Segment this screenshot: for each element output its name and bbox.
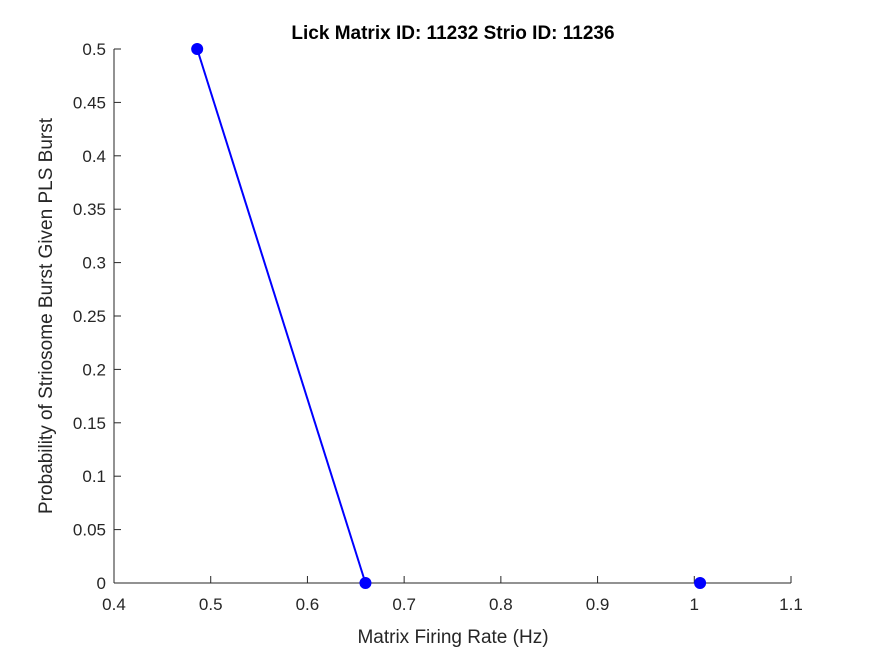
x-tick-label: 0.4 <box>102 595 126 614</box>
axes <box>113 49 791 584</box>
data-point <box>359 577 372 589</box>
series-line <box>196 48 367 584</box>
x-tick-label: 0.9 <box>586 595 610 614</box>
x-ticks: 0.4 0.5 0.6 0.7 0.8 0.9 1 1.1 <box>102 576 803 614</box>
y-tick-label: 0.35 <box>73 200 106 219</box>
x-tick-label: 0.5 <box>199 595 223 614</box>
chart-title: Lick Matrix ID: 11232 Strio ID: 11236 <box>291 23 614 44</box>
x-tick-label: 1 <box>690 595 699 614</box>
y-tick-label: 0.1 <box>82 467 106 486</box>
y-tick-label: 0.45 <box>73 93 106 112</box>
data-point <box>191 43 204 55</box>
y-axis-label: Probability of Striosome Burst Given PLS… <box>36 117 57 514</box>
y-tick-label: 0 <box>97 574 106 593</box>
x-tick-label: 1.1 <box>779 595 803 614</box>
x-axis-label: Matrix Firing Rate (Hz) <box>357 627 548 648</box>
x-tick-label: 0.6 <box>296 595 320 614</box>
y-ticks: 0 0.05 0.1 0.15 0.2 0.25 0.3 0.35 0.4 0.45 0.5 <box>73 40 121 593</box>
y-tick-label: 0.2 <box>82 360 106 379</box>
y-tick-label: 0.3 <box>82 254 106 273</box>
y-tick-label: 0.05 <box>73 521 106 540</box>
data-point <box>694 577 707 589</box>
series-layer <box>191 43 707 589</box>
y-tick-label: 0.25 <box>73 307 106 326</box>
x-tick-label: 0.7 <box>392 595 416 614</box>
x-tick-label: 0.8 <box>489 595 513 614</box>
y-tick-label: 0.5 <box>82 40 106 59</box>
y-tick-label: 0.15 <box>73 414 106 433</box>
y-tick-label: 0.4 <box>82 147 106 166</box>
